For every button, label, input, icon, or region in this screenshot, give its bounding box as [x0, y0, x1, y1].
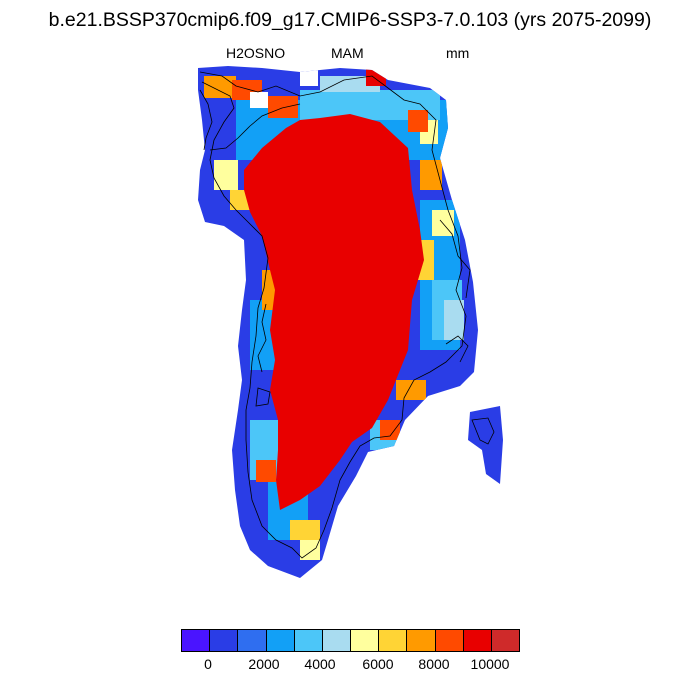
- coastline: [199, 71, 495, 559]
- units-label: mm: [446, 45, 470, 61]
- colorbar-box: [435, 630, 464, 651]
- east-island: [468, 406, 503, 484]
- colorbar-box: [210, 630, 239, 651]
- colorbar-tick-label: 0: [204, 656, 212, 672]
- colorbar-box: [322, 630, 352, 651]
- colorbar-tick-label: 8000: [418, 656, 450, 672]
- variable-label: H2OSNO: [226, 45, 286, 61]
- colorbar-box: [182, 630, 211, 651]
- map-title: b.e21.BSSP370cmip6.f09_g17.CMIP6-SSP3-7.…: [48, 9, 652, 31]
- colorbar-tick-label: 6000: [362, 656, 394, 672]
- colorbar-box: [351, 630, 380, 651]
- colorbar-box: [266, 630, 295, 651]
- colorbar-box: [407, 630, 436, 651]
- colorbar-tick-label: 10000: [470, 656, 510, 672]
- season-label: MAM: [331, 45, 364, 61]
- colorbar-box: [294, 630, 323, 651]
- colorbar-box: [379, 630, 408, 651]
- colorbar-box: [463, 630, 492, 651]
- colorbar-box: [238, 630, 267, 651]
- colorbar-tick-label: 2000: [248, 656, 280, 672]
- colorbar-tick-label: 4000: [304, 656, 336, 672]
- colorbar-box: [491, 630, 520, 651]
- colorbar: [181, 629, 520, 652]
